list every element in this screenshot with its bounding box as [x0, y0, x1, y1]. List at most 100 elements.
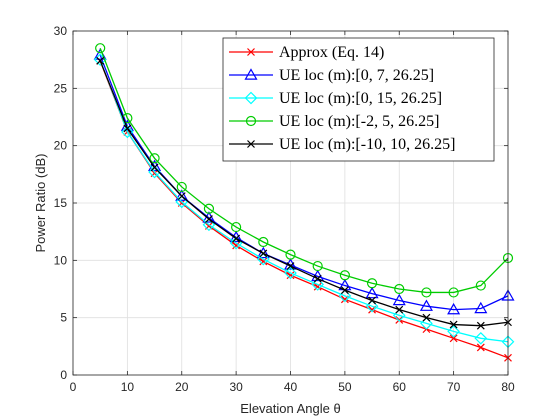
data-point [258, 236, 269, 248]
data-point [95, 43, 106, 54]
data-point [285, 249, 296, 260]
x-tick-label: 70 [447, 380, 461, 394]
legend-marker [244, 68, 258, 80]
data-point [476, 343, 485, 352]
x-tick-label: 30 [229, 380, 243, 394]
data-point [474, 331, 488, 345]
data-point [365, 286, 379, 299]
y-axis-label: Power Ratio (dB) [33, 154, 48, 253]
y-tick-label: 20 [54, 139, 68, 153]
ticks: 0 10 20 30 40 50 60 70 80 0 5 10 15 20 25 30 [54, 24, 515, 394]
data-point [202, 218, 216, 232]
legend-label: UE loc (m):[-10, 10, 26.25] [279, 136, 455, 153]
data-point [286, 262, 295, 270]
series-line [99, 59, 509, 343]
data-point [392, 309, 406, 322]
data-point [229, 236, 243, 250]
legend-item: UE loc (m):[0, 15, 26.25] [229, 90, 442, 107]
series-line [99, 60, 509, 359]
data-point [121, 125, 134, 139]
data-point [96, 56, 105, 65]
series-line [99, 60, 509, 327]
series-4 [95, 43, 514, 298]
x-tick-label: 20 [175, 380, 189, 394]
data-point [366, 278, 378, 289]
data-point [148, 159, 162, 172]
data-point [339, 270, 350, 281]
y-tick-label: 0 [60, 368, 67, 382]
legend-box [222, 37, 495, 162]
data-point [395, 305, 404, 314]
x-tick-label: 60 [393, 380, 407, 394]
data-point [394, 283, 405, 295]
data-point [340, 286, 349, 295]
series-group [93, 43, 515, 362]
legend-item: UE loc (m):[-10, 10, 26.25] [229, 136, 455, 153]
data-point [175, 189, 189, 201]
data-point [449, 320, 458, 329]
data-point [368, 296, 376, 305]
legend: Approx (Eq. 14) UE loc (m):[0, 7, 26.25] U… [222, 37, 495, 162]
data-point [395, 316, 404, 324]
data-point [475, 280, 486, 291]
y-tick-label: 5 [60, 311, 67, 325]
y-tick-label: 10 [54, 253, 68, 267]
data-point [419, 299, 433, 311]
data-point [259, 257, 268, 266]
legend-label: UE loc (m):[0, 15, 26.25] [279, 90, 442, 107]
data-point [420, 317, 433, 330]
legend-marker [247, 48, 255, 56]
data-point [259, 249, 268, 258]
data-point [286, 271, 295, 280]
data-point [311, 278, 325, 291]
y-tick-label: 30 [54, 24, 68, 38]
series-line [99, 47, 509, 294]
legend-item: Approx (Eq. 14) [229, 44, 384, 61]
data-point [313, 282, 322, 291]
data-point [123, 124, 132, 133]
data-point [177, 192, 186, 201]
data-point [149, 153, 160, 164]
data-point [232, 241, 241, 250]
data-point [313, 274, 322, 283]
data-point [231, 221, 242, 233]
legend-label: UE loc (m):[0, 7, 26.25] [279, 67, 434, 84]
data-point [421, 287, 432, 298]
data-point [205, 215, 213, 223]
data-point [232, 234, 241, 243]
data-point [365, 299, 379, 313]
legend-label: UE loc (m):[-2, 5, 26.25] [279, 113, 439, 130]
data-point [312, 260, 323, 272]
legend-item: UE loc (m):[-2, 5, 26.25] [229, 113, 439, 130]
y-tick-label: 25 [54, 81, 68, 95]
x-tick-label: 10 [121, 380, 135, 394]
data-point [447, 325, 460, 338]
x-axis-label: Elevation Angle θ [240, 401, 340, 416]
data-point [447, 302, 461, 315]
x-tick-label: 0 [70, 380, 77, 394]
x-tick-label: 50 [338, 380, 352, 394]
legend-marker [245, 115, 257, 127]
data-point [449, 334, 458, 343]
legend-item: UE loc (m):[0, 7, 26.25] [229, 67, 434, 84]
x-tick-label: 40 [284, 380, 298, 394]
data-point [474, 301, 488, 314]
data-point [256, 246, 270, 259]
data-point [256, 252, 270, 266]
y-tick-label: 15 [54, 196, 68, 210]
data-point [150, 163, 159, 172]
data-point [476, 321, 485, 330]
data-point [284, 266, 297, 280]
legend-label: Approx (Eq. 14) [279, 44, 384, 61]
data-point [392, 293, 406, 306]
legend-marker [247, 140, 255, 148]
data-point [148, 165, 161, 179]
data-point [338, 289, 352, 303]
data-point [176, 181, 187, 193]
legend-marker [244, 91, 258, 105]
data-point [422, 313, 431, 322]
data-point [203, 203, 215, 214]
x-tick-label: 80 [501, 380, 515, 394]
data-point [448, 287, 459, 298]
